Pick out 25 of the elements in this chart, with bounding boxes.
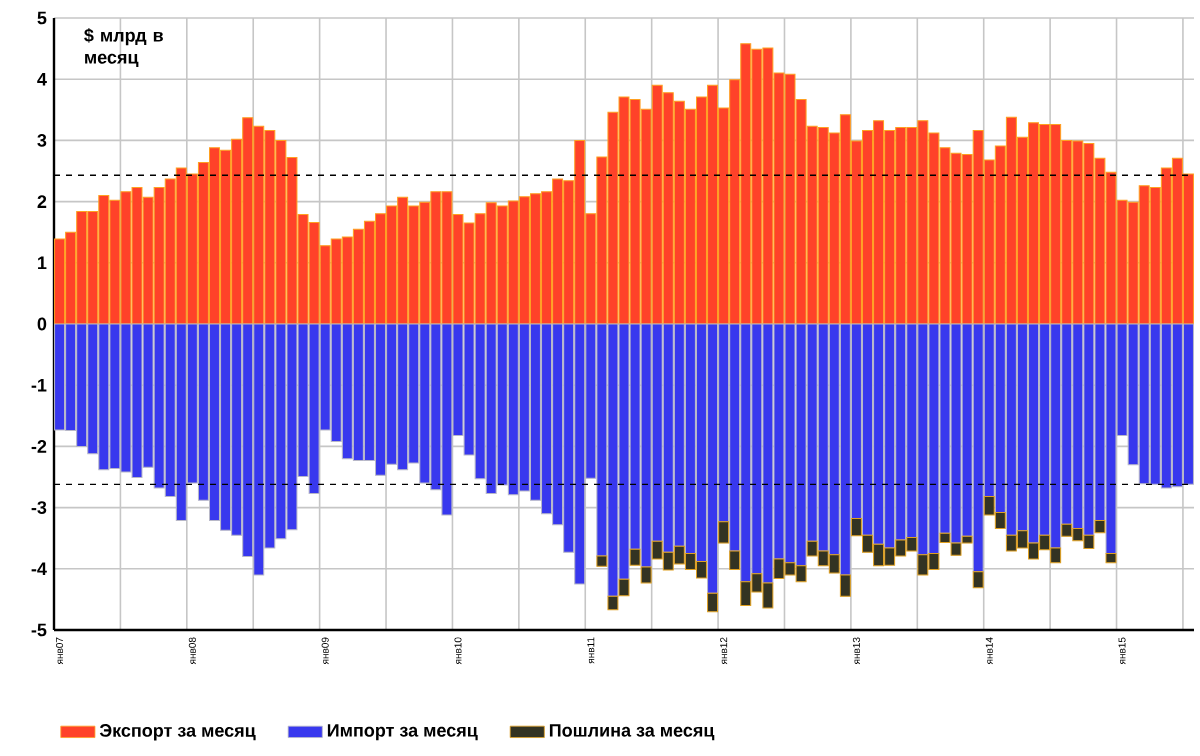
bar <box>1105 553 1117 564</box>
y-tick-label: 4 <box>37 73 47 86</box>
y-tick-label: -4 <box>31 562 47 575</box>
y-tick-label: 5 <box>37 11 47 25</box>
y-axis-title: $ млрд в месяц <box>84 28 163 68</box>
legend-label: Импорт за месяц <box>327 724 478 741</box>
bar <box>729 550 741 570</box>
bar <box>596 555 608 567</box>
y-tick-label: 2 <box>37 195 47 208</box>
y-tick-label: 0 <box>37 317 47 331</box>
bar <box>640 566 652 584</box>
y-tick-label: -2 <box>31 440 47 453</box>
bar <box>1094 519 1106 534</box>
bar <box>972 571 984 589</box>
bar <box>839 574 851 597</box>
y-tick-label: -1 <box>31 379 47 392</box>
y-tick-label: 3 <box>37 134 47 147</box>
legend-label: Экспорт за месяц <box>99 724 256 741</box>
bar <box>629 548 641 566</box>
y-tick-label: 1 <box>38 256 47 269</box>
bar <box>718 521 730 544</box>
legend-label: Пошлина за месяц <box>549 724 715 741</box>
bar <box>707 592 719 613</box>
y-tick-label: -5 <box>31 623 47 637</box>
y-tick-label: -3 <box>31 501 47 514</box>
